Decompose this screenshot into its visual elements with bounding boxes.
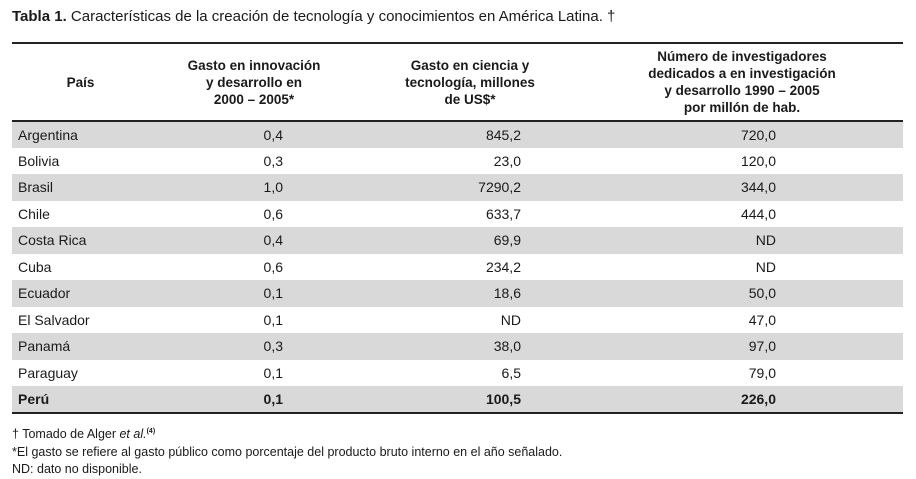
table-row: Bolivia 0,3 23,0 120,0 bbox=[12, 148, 903, 175]
header-gasto-id: Gasto en innovación y desarrollo en 2000… bbox=[149, 43, 359, 121]
cell-pais: Brasil bbox=[18, 179, 54, 196]
header-line: de US$* bbox=[444, 91, 496, 107]
cell-pais: Costa Rica bbox=[18, 232, 87, 249]
header-line: Gasto en ciencia y bbox=[410, 57, 530, 73]
table-row-highlight: Perú 0,1 100,5 226,0 bbox=[12, 386, 903, 413]
header-row: País Gasto en innovación y desarrollo en… bbox=[12, 43, 903, 121]
header-line: dedicados a en investigación bbox=[648, 66, 836, 81]
cell-gasto-id: 0,6 bbox=[263, 205, 283, 222]
header-line: por millón de hab. bbox=[683, 100, 801, 115]
data-table: País Gasto en innovación y desarrollo en… bbox=[12, 42, 903, 414]
cell-investigadores: 444,0 bbox=[740, 205, 776, 222]
cell-pais: Panamá bbox=[18, 338, 71, 355]
header-line: País bbox=[66, 74, 95, 90]
header-investigadores: Número de investigadores dedicados a en … bbox=[581, 43, 903, 121]
cell-gasto-cyt: 100,5 bbox=[485, 390, 521, 407]
cell-gasto-id: 0,4 bbox=[263, 126, 283, 143]
cell-investigadores: 226,0 bbox=[740, 390, 776, 407]
footnote-source-ref: (4) bbox=[146, 428, 156, 435]
cell-investigadores: ND bbox=[755, 232, 776, 249]
cell-pais: El Salvador bbox=[18, 311, 90, 328]
cell-investigadores: 720,0 bbox=[740, 126, 776, 143]
cell-investigadores: 47,0 bbox=[748, 311, 776, 328]
cell-pais: Paraguay bbox=[18, 364, 78, 381]
header-line: Gasto en innovación bbox=[187, 57, 321, 73]
header-gasto-cyt: Gasto en ciencia y tecnología, millones … bbox=[359, 43, 581, 121]
cell-gasto-cyt: 38,0 bbox=[493, 338, 521, 355]
cell-investigadores: 50,0 bbox=[748, 285, 776, 302]
footnote-source: † Tomado de Alger et al.(4) bbox=[12, 423, 562, 444]
cell-gasto-id: 0,1 bbox=[263, 390, 283, 407]
cell-pais: Bolivia bbox=[18, 152, 60, 169]
cell-gasto-id: 0,1 bbox=[263, 311, 283, 328]
cell-gasto-id: 0,4 bbox=[263, 232, 283, 249]
cell-gasto-id: 0,1 bbox=[263, 285, 283, 302]
table-row: Paraguay 0,1 6,5 79,0 bbox=[12, 360, 903, 387]
header-line: y desarrollo en bbox=[205, 74, 303, 90]
cell-gasto-cyt: 234,2 bbox=[485, 258, 521, 275]
cell-pais: Chile bbox=[18, 205, 50, 222]
table-footnotes: † Tomado de Alger et al.(4) *El gasto se… bbox=[12, 423, 562, 479]
header-line: Número de investigadores bbox=[657, 49, 827, 64]
header-line: 2000 – 2005* bbox=[213, 91, 295, 107]
cell-gasto-id: 1,0 bbox=[263, 179, 283, 196]
table-title-label: Tabla 1. bbox=[12, 8, 67, 25]
footnote-source-prefix: † Tomado de Alger bbox=[12, 427, 120, 441]
table-row: Panamá 0,3 38,0 97,0 bbox=[12, 333, 903, 360]
cell-gasto-cyt: 18,6 bbox=[493, 285, 521, 302]
cell-gasto-id: 0,6 bbox=[263, 258, 283, 275]
cell-gasto-id: 0,3 bbox=[263, 338, 283, 355]
cell-pais: Argentina bbox=[18, 126, 78, 143]
cell-gasto-id: 0,3 bbox=[263, 152, 283, 169]
cell-gasto-cyt: ND bbox=[500, 311, 521, 328]
table-row: El Salvador 0,1 ND 47,0 bbox=[12, 307, 903, 334]
table-row: Costa Rica 0,4 69,9 ND bbox=[12, 227, 903, 254]
header-line: y desarrollo 1990 – 2005 bbox=[664, 83, 820, 98]
cell-gasto-cyt: 69,9 bbox=[493, 232, 521, 249]
table-row: Argentina 0,4 845,2 720,0 bbox=[12, 121, 903, 148]
footnote-gasto: *El gasto se refiere al gasto público co… bbox=[12, 444, 563, 459]
cell-gasto-cyt: 7290,2 bbox=[478, 179, 521, 196]
cell-pais: Ecuador bbox=[18, 285, 71, 302]
cell-gasto-cyt: 23,0 bbox=[493, 152, 521, 169]
cell-pais: Cuba bbox=[18, 258, 52, 275]
table-row: Chile 0,6 633,7 444,0 bbox=[12, 201, 903, 228]
cell-gasto-cyt: 845,2 bbox=[485, 126, 521, 143]
cell-investigadores: 79,0 bbox=[748, 364, 776, 381]
header-line: tecnología, millones bbox=[405, 74, 535, 90]
cell-investigadores: 97,0 bbox=[748, 338, 776, 355]
cell-pais: Perú bbox=[18, 390, 50, 407]
cell-gasto-id: 0,1 bbox=[263, 364, 283, 381]
table-title: Tabla 1. Características de la creación … bbox=[12, 8, 615, 25]
cell-gasto-cyt: 633,7 bbox=[485, 205, 521, 222]
header-pais: País bbox=[12, 43, 149, 121]
table-row: Ecuador 0,1 18,6 50,0 bbox=[12, 280, 903, 307]
cell-investigadores: 344,0 bbox=[740, 179, 776, 196]
table-title-text: Características de la creación de tecnol… bbox=[66, 8, 616, 25]
cell-investigadores: 120,0 bbox=[740, 152, 776, 169]
table-row: Brasil 1,0 7290,2 344,0 bbox=[12, 174, 903, 201]
footnote-source-etal: et al. bbox=[119, 427, 147, 441]
table-row: Cuba 0,6 234,2 ND bbox=[12, 254, 903, 281]
cell-gasto-cyt: 6,5 bbox=[501, 364, 521, 381]
cell-investigadores: ND bbox=[755, 258, 776, 275]
footnote-nd: ND: dato no disponible. bbox=[12, 462, 142, 476]
